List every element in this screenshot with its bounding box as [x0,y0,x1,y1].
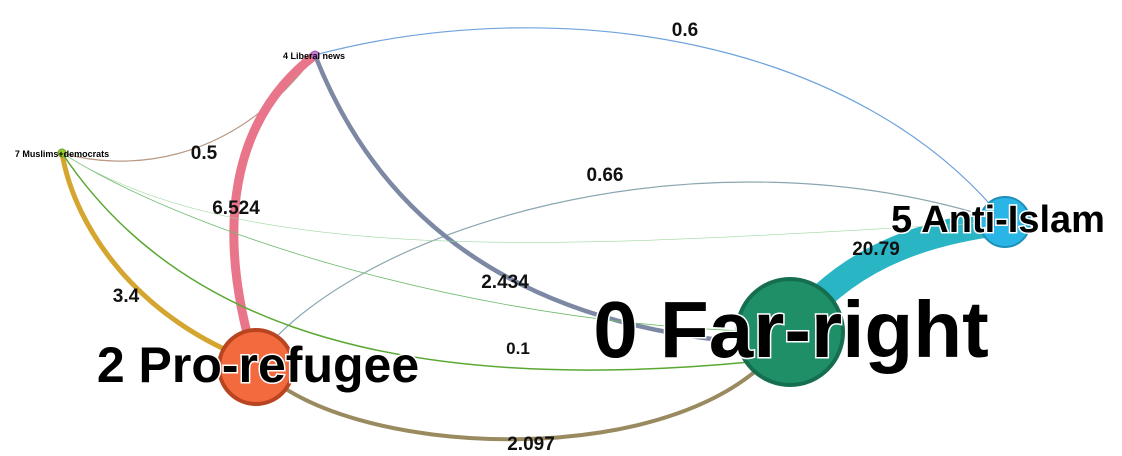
edge-label-2-097: 2.097 [507,434,555,455]
edge-label-0-1: 0.1 [506,339,530,358]
node-label-far-right: 0 Far-right [593,285,989,374]
node-label-anti-islam: 5 Anti-Islam [891,199,1105,241]
edge-label-3-4: 3.4 [113,286,140,307]
edge-muslims-liberal-news [62,55,315,161]
edge-muslims-pro-refugee [62,153,255,362]
node-label-liberal-news: 4 Liberal news [283,51,345,61]
node-label-pro-refugee: 2 Pro-refugee [97,337,419,393]
edge-label-0-6: 0.6 [672,20,698,41]
edge-label-0-66: 0.66 [587,165,624,186]
edge-muslims-far-right-light [62,153,1005,242]
edge-label-6-524: 6.524 [212,198,260,219]
edge-label-0-5: 0.5 [191,143,218,164]
node-label-muslims-democrats: 7 Muslims+democrats [15,149,109,159]
edge-liberal-news-anti-islam [315,28,1005,222]
edge-label-2-434: 2.434 [481,272,529,293]
edge-label-20-79: 20.79 [852,239,900,260]
